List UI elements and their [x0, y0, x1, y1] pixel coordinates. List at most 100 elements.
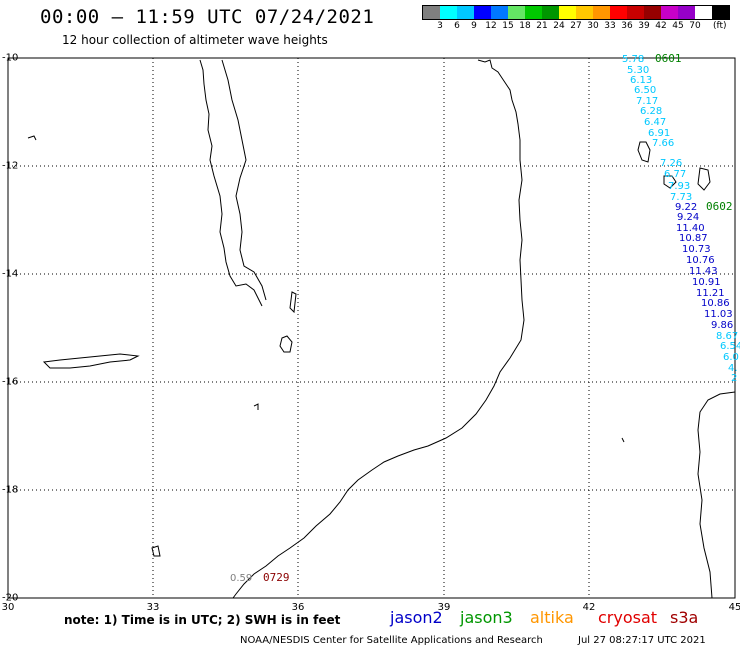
legend-tick-label: 70 — [689, 21, 701, 31]
longitude-label: 33 — [146, 602, 160, 613]
latitude-label: -16 — [2, 376, 19, 388]
longitude-label: 30 — [1, 602, 15, 613]
latitude-label: -14 — [2, 268, 19, 280]
wave-height-value: 10.73 — [682, 244, 711, 255]
legend-tick-label: 33 — [604, 21, 616, 31]
legend-unit-label: (ft) — [713, 21, 727, 31]
pass-id-label: 0602 — [706, 200, 733, 213]
footer-note: note: 1) Time is in UTC; 2) SWH is in fe… — [64, 613, 341, 627]
legend-tick-label: 36 — [621, 21, 633, 31]
legend-tick-label: 27 — [570, 21, 582, 31]
lake-malawi-shore-east — [221, 59, 267, 301]
legend-swatch — [593, 6, 610, 19]
wave-height-value: 5.30 — [627, 65, 649, 76]
legend-tick-label: 6 — [454, 21, 460, 31]
legend-tick-label: 18 — [519, 21, 531, 31]
page-subtitle: 12 hour collection of altimeter wave hei… — [62, 33, 328, 47]
page-title: 00:00 — 11:59 UTC 07/24/2021 — [40, 6, 375, 28]
wave-height-color-legend — [422, 5, 730, 20]
legend-swatch — [491, 6, 508, 19]
wave-height-value: 10.76 — [686, 255, 715, 266]
wave-height-value: 6.77 — [664, 169, 686, 180]
legend-swatch — [695, 6, 712, 19]
wave-height-value: 9.24 — [677, 212, 699, 223]
wave-height-value: 7.26 — [660, 158, 682, 169]
wave-height-value: 10.91 — [692, 277, 721, 288]
wave-height-value: 11.40 — [676, 223, 705, 234]
wave-height-value: 6.50 — [634, 85, 656, 96]
longitude-label: 45 — [728, 602, 740, 613]
wave-height-value: 11.21 — [696, 288, 725, 299]
legend-swatch — [712, 6, 729, 19]
comoros-grande — [637, 141, 651, 163]
legend-swatch — [610, 6, 627, 19]
legend-tick-label: 21 — [536, 21, 548, 31]
island-tiny-3 — [253, 403, 259, 410]
coastlines — [27, 59, 736, 599]
legend-swatch — [678, 6, 695, 19]
legend-swatch — [559, 6, 576, 19]
satellite-name: jason3 — [460, 608, 513, 627]
satellite-name: altika — [530, 608, 574, 627]
island-tiny-1 — [289, 291, 297, 314]
wave-height-value: 7.66 — [652, 138, 674, 149]
wave-height-value: 5.78 — [622, 54, 644, 65]
comoros-moheli — [663, 175, 677, 189]
legend-swatch — [627, 6, 644, 19]
legend-tick-label: 12 — [485, 21, 497, 31]
island-tiny-4 — [151, 545, 161, 557]
legend-tick-label: 45 — [672, 21, 684, 31]
legend-tick-label: 24 — [553, 21, 565, 31]
latitude-label: -20 — [2, 592, 19, 604]
legend-tick-label: 9 — [471, 21, 477, 31]
pass-id-label: 0601 — [655, 52, 682, 65]
lake-small — [279, 335, 293, 353]
satellite-name: s3a — [670, 608, 699, 627]
footer-credit: NOAA/NESDIS Center for Satellite Applica… — [240, 635, 543, 646]
wave-height-value: 7.17 — [636, 96, 658, 107]
legend-tick-label: 42 — [655, 21, 667, 31]
lake-bangweulu — [42, 353, 140, 369]
wave-height-value: 11.43 — [689, 266, 718, 277]
mozambique-coast — [232, 59, 525, 599]
altimeter-passes: 0601 5.785.306.136.507.176.286.476.917.66… — [230, 52, 740, 584]
wave-height-value: 6.91 — [648, 128, 670, 139]
latitude-label: -12 — [2, 160, 19, 172]
satellite-name: cryosat — [598, 608, 658, 627]
wave-height-value: 8.67 — [716, 331, 738, 342]
lake-malawi-shore-west — [199, 59, 263, 307]
legend-swatch — [576, 6, 593, 19]
wave-height-value: 0.59 — [230, 573, 252, 584]
wave-height-value: 7.93 — [668, 181, 690, 192]
longitude-label: 39 — [437, 602, 451, 613]
legend-swatch — [440, 6, 457, 19]
wave-height-value: 6.0 — [723, 352, 739, 363]
wave-height-value: 9.86 — [711, 320, 733, 331]
wave-height-value: 11.03 — [704, 309, 733, 320]
island-tiny-5 — [621, 437, 625, 443]
latitude-label: -10 — [2, 52, 19, 64]
map-frame — [7, 57, 736, 599]
legend-swatch — [542, 6, 559, 19]
legend-tick-label: 3 — [437, 21, 443, 31]
legend-swatch — [525, 6, 542, 19]
latitude-label: -18 — [2, 484, 19, 496]
wave-height-value: 9.22 — [675, 202, 697, 213]
legend-swatch — [508, 6, 525, 19]
wave-height-value: 6.28 — [640, 106, 662, 117]
legend-swatch — [661, 6, 678, 19]
pass-id-label: 0729 — [263, 571, 290, 584]
satellite-name: jason2 — [390, 608, 443, 627]
madagascar-coast — [697, 391, 736, 599]
wave-height-value: 4. — [728, 363, 738, 374]
comoros-anjouan — [697, 167, 711, 191]
wave-height-value: 10.86 — [701, 298, 730, 309]
legend-swatch — [474, 6, 491, 19]
wave-height-value: 6.47 — [644, 117, 666, 128]
wave-height-value: 6.54 — [720, 341, 740, 352]
island-tiny-2 — [27, 135, 37, 141]
legend-swatch — [644, 6, 661, 19]
legend-tick-label: 15 — [502, 21, 514, 31]
legend-swatch — [423, 6, 440, 19]
